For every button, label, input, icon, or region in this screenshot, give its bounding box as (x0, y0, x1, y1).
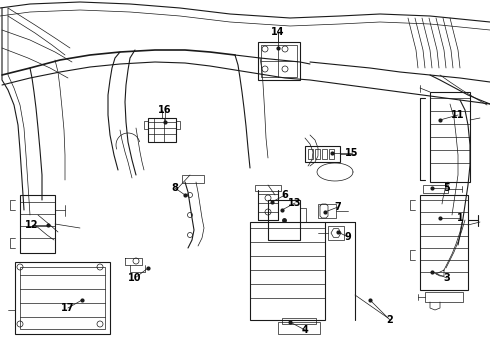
Bar (176, 121, 180, 129)
Text: 9: 9 (344, 232, 351, 242)
Text: 12: 12 (25, 220, 39, 230)
Text: 13: 13 (288, 198, 302, 208)
Bar (322, 149, 327, 159)
Bar (144, 121, 148, 129)
Bar (329, 149, 334, 159)
Bar (250, 222, 325, 320)
Text: 16: 16 (158, 105, 172, 115)
Text: 6: 6 (282, 190, 289, 200)
Text: 11: 11 (451, 110, 465, 120)
Bar (430, 92, 470, 182)
Text: 1: 1 (457, 213, 464, 223)
Bar (315, 149, 320, 159)
Text: 17: 17 (61, 303, 75, 313)
Bar (420, 195, 468, 290)
Bar (308, 149, 313, 159)
Bar (258, 42, 300, 80)
Text: 14: 14 (271, 27, 285, 37)
Bar (15, 262, 110, 334)
Text: 15: 15 (345, 148, 359, 158)
Text: 5: 5 (443, 183, 450, 193)
Bar (423, 185, 448, 193)
Bar (148, 118, 176, 142)
Bar (20, 267, 105, 329)
Bar (268, 200, 300, 240)
Bar (328, 226, 344, 240)
Bar (182, 175, 204, 183)
Text: 3: 3 (443, 273, 450, 283)
Bar (318, 204, 336, 218)
Text: 8: 8 (172, 183, 178, 193)
Bar (261, 45, 297, 77)
Text: 4: 4 (302, 325, 308, 335)
Bar (305, 146, 340, 162)
Bar (300, 208, 306, 222)
Bar (20, 195, 55, 253)
Text: 10: 10 (128, 273, 142, 283)
Bar (255, 185, 281, 191)
Bar (282, 318, 316, 324)
Text: 2: 2 (387, 315, 393, 325)
Bar (278, 322, 320, 334)
Text: 7: 7 (335, 202, 342, 212)
Bar (425, 292, 463, 302)
